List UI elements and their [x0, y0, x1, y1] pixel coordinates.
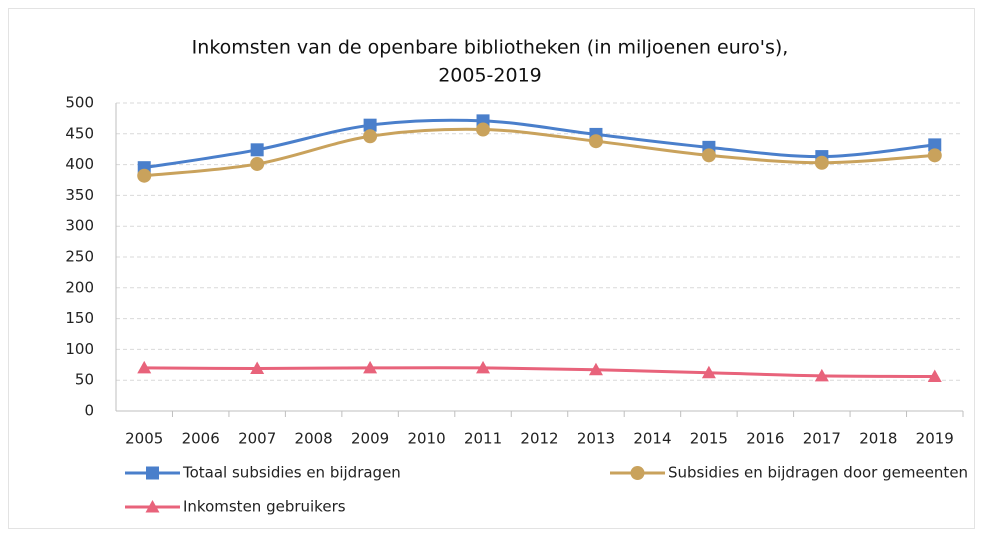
marker — [363, 118, 377, 132]
y-tick-label: 200 — [65, 278, 94, 296]
y-tick-label: 150 — [65, 309, 94, 327]
marker — [701, 365, 716, 379]
marker — [701, 148, 716, 163]
marker — [363, 129, 378, 144]
marker — [630, 466, 645, 480]
x-tick-label: 2018 — [859, 430, 897, 448]
marker — [927, 369, 942, 383]
marker — [928, 138, 942, 152]
marker — [927, 148, 942, 163]
x-tick-label: 2014 — [633, 430, 671, 448]
x-tick-label: 2007 — [238, 430, 276, 448]
marker — [146, 466, 159, 480]
y-tick-label: 300 — [65, 217, 94, 235]
y-tick-label: 250 — [65, 248, 94, 266]
marker — [814, 155, 829, 170]
marker — [145, 500, 160, 513]
y-tick-label: 50 — [75, 371, 94, 389]
marker — [137, 360, 152, 374]
marker — [250, 361, 265, 374]
marker — [588, 362, 603, 376]
x-tick-label: 2008 — [295, 430, 333, 448]
legend-label: Totaal subsidies en bijdragen — [182, 464, 401, 482]
x-tick-label: 2012 — [520, 430, 558, 448]
series-line — [144, 366, 935, 379]
x-tick-label: 2016 — [746, 430, 784, 448]
y-tick-label: 400 — [65, 155, 94, 173]
legend-label: Inkomsten gebruikers — [183, 498, 346, 516]
x-tick-label: 2006 — [182, 430, 220, 448]
marker — [363, 360, 378, 374]
marker — [137, 168, 152, 183]
series-line — [144, 127, 935, 178]
marker — [814, 368, 829, 382]
marker — [250, 143, 264, 157]
x-tick-label: 2017 — [803, 430, 841, 448]
x-tick-label: 2005 — [125, 430, 163, 448]
chart-frame — [8, 8, 975, 529]
x-tick-label: 2009 — [351, 430, 389, 448]
y-tick-label: 100 — [65, 340, 94, 358]
y-tick-label: 500 — [65, 94, 94, 112]
y-tick-label: 0 — [84, 402, 94, 420]
chart-title: Inkomsten van de openbare bibliotheken (… — [192, 37, 789, 59]
marker — [250, 156, 265, 171]
x-tick-label: 2013 — [577, 430, 615, 448]
x-tick-label: 2019 — [916, 430, 954, 448]
marker — [476, 360, 491, 374]
legend-label: Subsidies en bijdragen door gemeenten — [668, 464, 968, 482]
y-tick-label: 450 — [65, 124, 94, 142]
marker — [476, 122, 491, 137]
x-tick-label: 2010 — [407, 430, 445, 448]
chart-title: 2005-2019 — [438, 65, 542, 87]
y-tick-label: 350 — [65, 186, 94, 204]
x-tick-label: 2015 — [690, 430, 728, 448]
x-tick-label: 2011 — [464, 430, 502, 448]
series-line — [143, 118, 935, 170]
marker — [588, 134, 603, 149]
